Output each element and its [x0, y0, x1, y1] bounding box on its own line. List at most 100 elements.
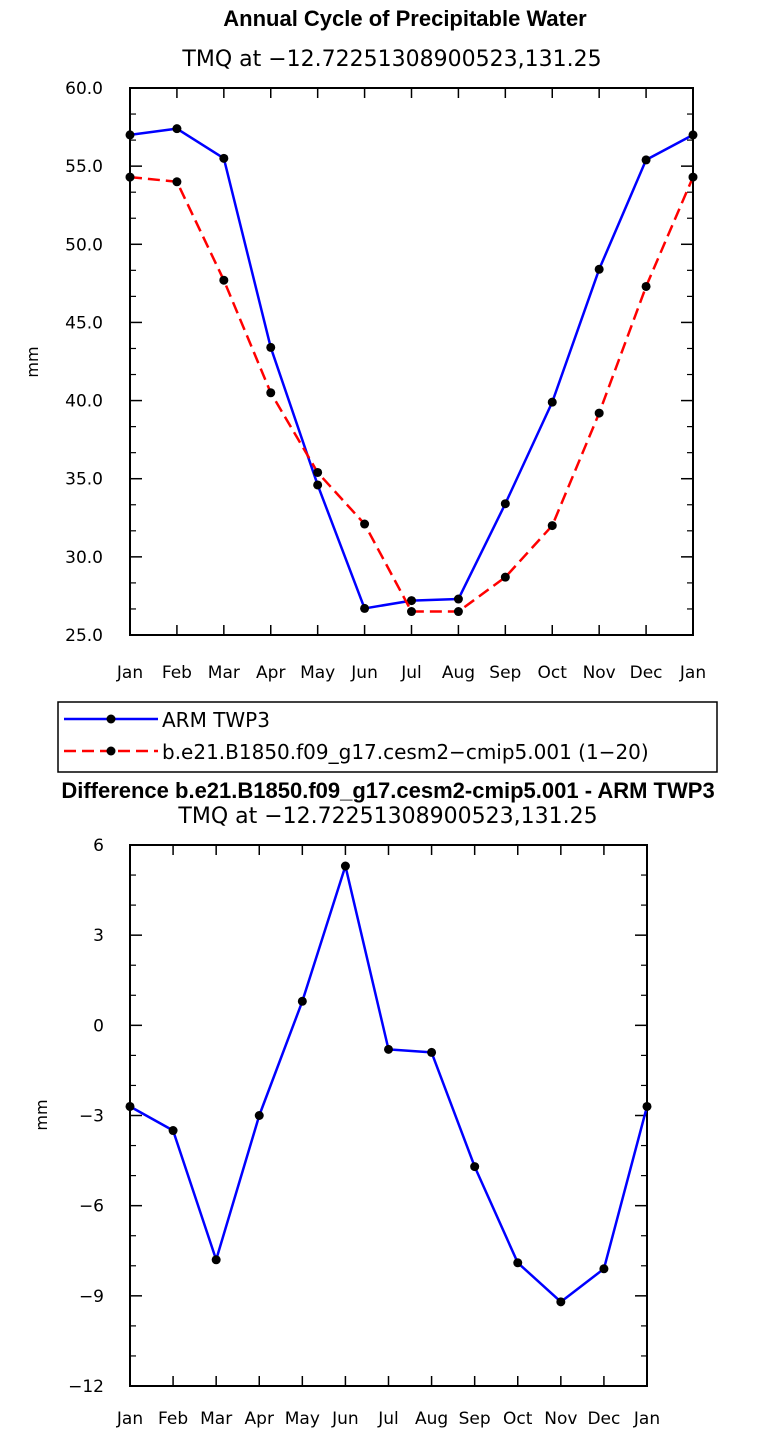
- chart1-x-tick-label: Sep: [489, 663, 521, 683]
- chart2-y-tick-label: 0: [93, 1016, 104, 1036]
- chart1-data-point: [313, 467, 323, 477]
- chart2-x-tick-label: Jun: [331, 1409, 359, 1429]
- chart1-subtitle: TMQ at −12.72251308900523,131.25: [181, 47, 601, 72]
- chart1-x-tick-label: Mar: [208, 663, 240, 683]
- chart1-data-point: [641, 281, 651, 291]
- chart2-x-tick-label: Jul: [377, 1409, 399, 1429]
- chart2-data-point: [297, 996, 307, 1006]
- chart2-data-point: [427, 1047, 437, 1057]
- chart1-series-line-0: [129, 127, 694, 610]
- chart2-title: Difference b.e21.B1850.f09_g17.cesm2-cmi…: [61, 778, 714, 803]
- chart1-x-tick-label: Jul: [400, 663, 422, 683]
- chart1-data-point: [453, 607, 463, 617]
- chart1-x-tick-label: Jan: [116, 663, 143, 683]
- chart1-data-point: [125, 172, 135, 182]
- chart2-x-tick-label: Sep: [459, 1409, 491, 1429]
- chart2-data-point: [125, 1101, 135, 1111]
- chart1-x-tick-labels: Jan Feb Mar Apr May Jun Jul Aug Sep Oct Nov Dec Jan: [116, 663, 706, 683]
- chart1-title: Annual Cycle of Precipitable Water: [223, 6, 587, 31]
- chart1-x-tick-label: May: [300, 663, 335, 683]
- chart1-x-tick-label: Feb: [162, 663, 192, 683]
- chart1-x-tick-label: Dec: [630, 663, 663, 683]
- chart1-y-tick-label: 60.0: [65, 79, 103, 99]
- chart1-plot-frame: [129, 87, 694, 636]
- chart2-subtitle: TMQ at −12.72251308900523,131.25: [177, 804, 597, 829]
- chart2-data-point: [513, 1258, 523, 1268]
- chart1-series: [125, 124, 698, 617]
- chart2-plot-frame: [129, 844, 648, 1387]
- chart1-legend: ARM TWP3 b.e21.B1850.f09_g17.cesm2−cmip5…: [57, 701, 718, 773]
- chart2-x-tick-label: May: [285, 1409, 320, 1429]
- chart2-y-tick-label: −9: [79, 1287, 104, 1307]
- chart2-x-tick-label: Jan: [116, 1409, 143, 1429]
- chart1-data-point: [688, 172, 698, 182]
- legend-box: [57, 701, 718, 773]
- chart2-x-tick-label: Apr: [245, 1409, 274, 1429]
- chart1-data-point: [219, 275, 229, 285]
- chart1-data-point: [594, 408, 604, 418]
- chart2-data-point: [470, 1162, 480, 1172]
- chart2-ticks: [129, 844, 648, 1387]
- chart1-data-point: [641, 155, 651, 165]
- chart2-x-tick-label: Oct: [503, 1409, 533, 1429]
- chart1-y-tick-label: 25.0: [65, 626, 103, 646]
- chart1-data-point: [172, 177, 182, 187]
- chart2-x-tick-label: Feb: [158, 1409, 188, 1429]
- chart1-y-tick-label: 55.0: [65, 157, 103, 177]
- chart1-data-point: [125, 130, 135, 140]
- chart1-data-point: [266, 342, 276, 352]
- chart2-x-tick-label: Dec: [587, 1409, 620, 1429]
- chart1-y-tick-label: 30.0: [65, 548, 103, 568]
- chart1-y-tick-label: 45.0: [65, 313, 103, 333]
- chart1-x-tick-label: Oct: [538, 663, 568, 683]
- legend-label-arm-twp3: ARM TWP3: [162, 708, 270, 732]
- chart1-data-point: [219, 153, 229, 163]
- chart2-x-tick-label: Aug: [415, 1409, 448, 1429]
- chart2-data-point: [254, 1111, 264, 1120]
- chart2-y-tick-labels: −12 −9 −6 −3 0 3 6: [68, 836, 104, 1397]
- chart2-x-tick-label: Mar: [200, 1409, 232, 1429]
- chart2-y-tick-label: −6: [79, 1197, 104, 1217]
- chart2-data-point: [168, 1126, 178, 1136]
- chart1-data-point: [547, 521, 557, 531]
- chart2-data-point: [599, 1264, 609, 1274]
- chart1-x-tick-label: Jun: [350, 663, 378, 683]
- chart1-y-tick-labels: 25.0 30.0 35.0 40.0 45.0 50.0 55.0 60.0: [65, 79, 103, 646]
- chart2-y-tick-label: 3: [93, 926, 104, 946]
- chart1-y-tick-label: 50.0: [65, 235, 103, 255]
- chart1-data-point: [453, 594, 463, 604]
- chart1-data-point: [172, 124, 182, 134]
- chart1-data-point: [360, 519, 370, 529]
- chart1-x-tick-label: Jan: [679, 663, 706, 683]
- chart1-data-point: [547, 397, 557, 407]
- difference-chart: Difference b.e21.B1850.f09_g17.cesm2-cmi…: [32, 778, 715, 1429]
- chart1-data-point: [500, 572, 510, 582]
- chart1-data-point: [688, 130, 698, 140]
- chart2-x-tick-label: Jan: [633, 1409, 660, 1429]
- chart2-data-point: [384, 1044, 393, 1054]
- legend-marker-arm-twp3: [106, 714, 116, 724]
- chart2-data-point: [211, 1255, 221, 1265]
- chart1-data-point: [500, 499, 510, 509]
- chart1-data-point: [360, 603, 370, 613]
- chart2-y-tick-label: 6: [93, 836, 104, 856]
- chart2-series: [125, 861, 652, 1307]
- chart2-data-point: [340, 861, 350, 871]
- chart1-data-point: [407, 596, 416, 606]
- annual-cycle-chart: Annual Cycle of Precipitable Water TMQ a…: [23, 6, 718, 773]
- legend-label-cesm2: b.e21.B1850.f09_g17.cesm2−cmip5.001 (1−2…: [162, 740, 649, 764]
- chart2-series-line-0: [129, 864, 649, 1304]
- chart1-data-point: [266, 388, 276, 398]
- chart1-data-point: [407, 607, 416, 617]
- chart2-y-tick-label: −12: [68, 1377, 104, 1397]
- chart1-ticks: [129, 87, 694, 636]
- chart2-data-point: [556, 1297, 566, 1307]
- chart1-x-tick-label: Nov: [583, 663, 616, 683]
- chart2-y-axis-label: mm: [32, 1099, 51, 1130]
- chart2-y-tick-label: −3: [79, 1107, 104, 1127]
- chart1-data-point: [313, 480, 323, 490]
- chart1-x-tick-label: Aug: [442, 663, 475, 683]
- chart1-data-point: [594, 264, 604, 274]
- legend-marker-cesm2: [106, 746, 116, 756]
